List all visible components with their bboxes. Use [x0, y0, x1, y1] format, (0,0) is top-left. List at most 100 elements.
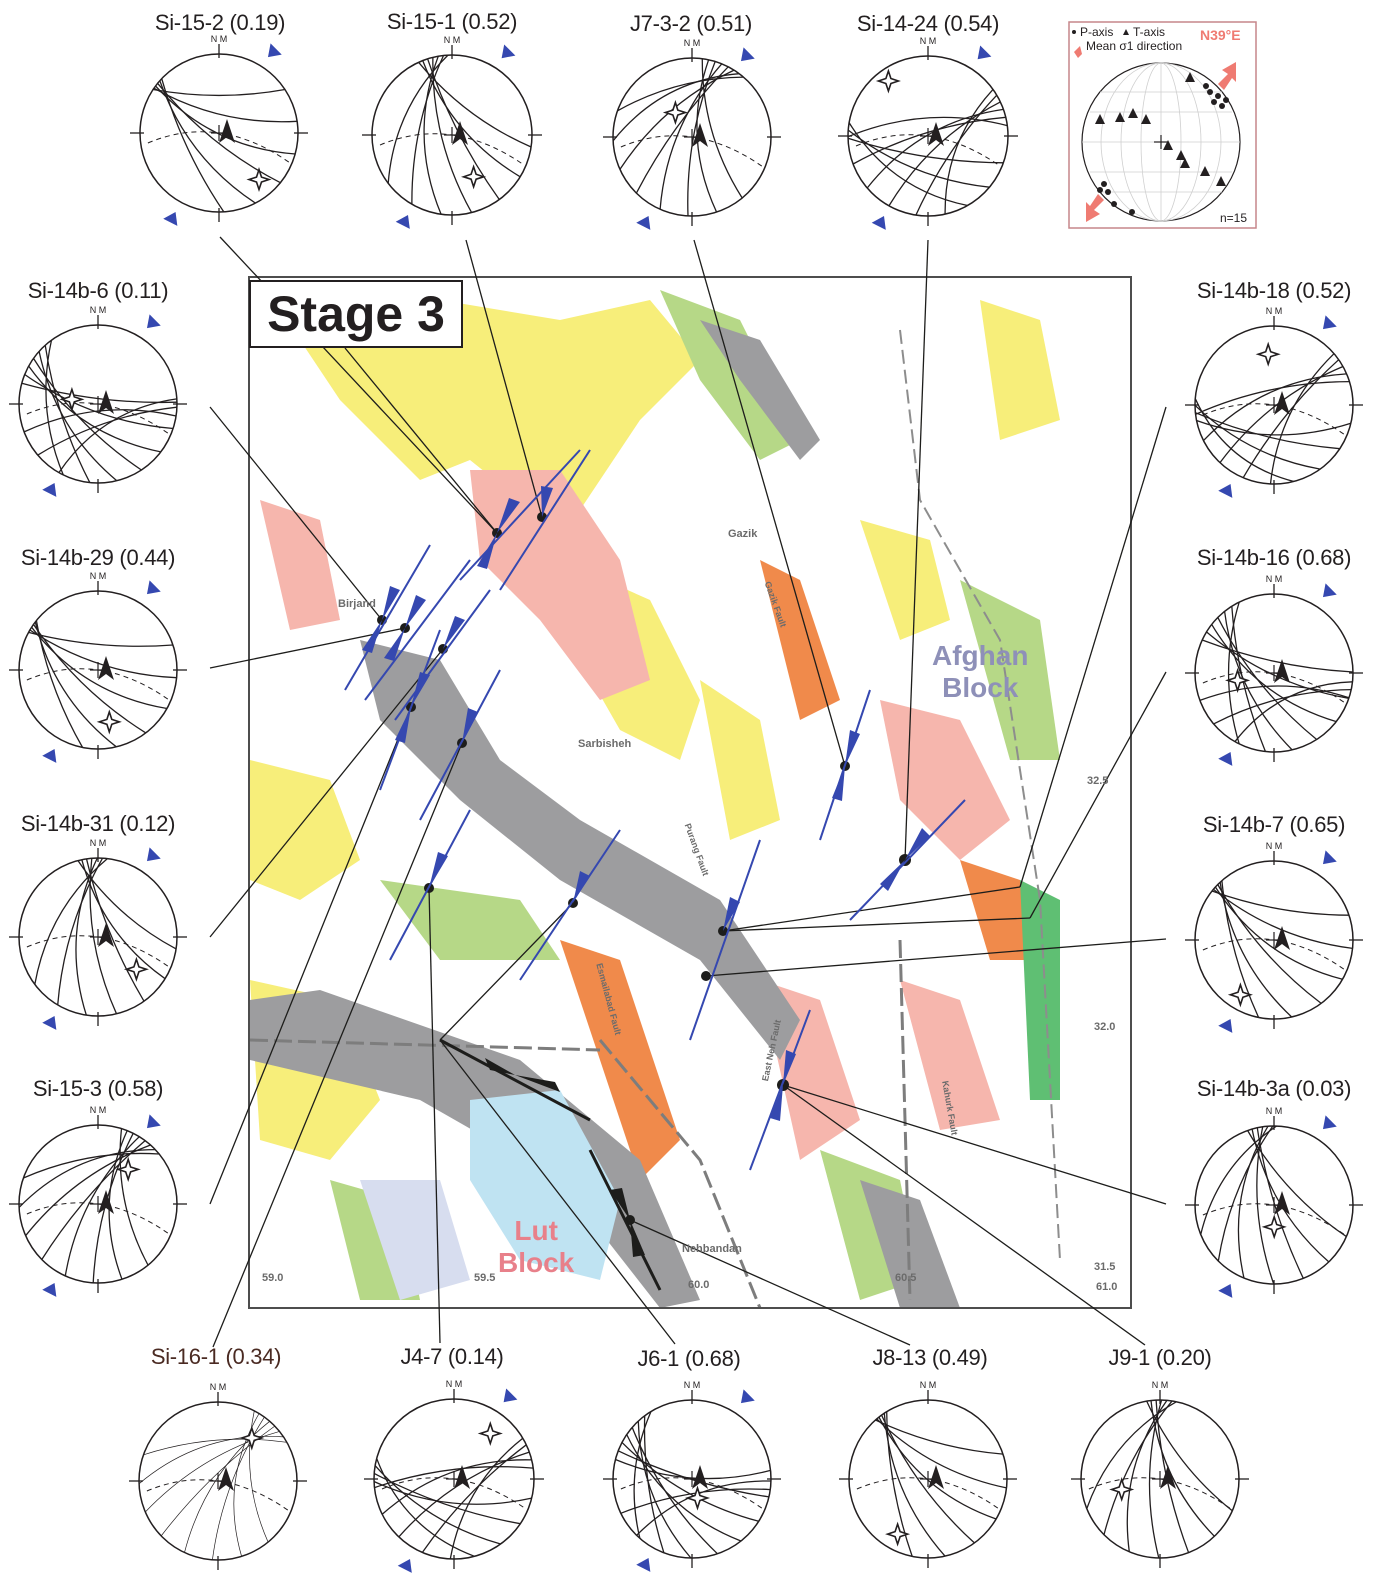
stage-title: Stage 3: [249, 280, 463, 348]
site-ratio: (0.54): [943, 11, 1000, 36]
legend-box: [1068, 21, 1257, 229]
lat-32-0: 32.0: [1094, 1021, 1116, 1033]
site-ratio: (0.49): [931, 1345, 988, 1370]
site-id: Si-14b-29: [20, 545, 114, 570]
svg-text:N M: N M: [1266, 841, 1283, 851]
svg-text:N M: N M: [210, 1382, 227, 1392]
stereonet: N M: [1185, 841, 1363, 1033]
site-label-si-14b-16: Si-14b-16 (0.68): [1197, 545, 1351, 571]
svg-text:N M: N M: [90, 1105, 107, 1115]
map-frame: [248, 276, 1132, 1309]
svg-text:N M: N M: [684, 1380, 701, 1390]
site-ratio: (0.52): [1295, 278, 1352, 303]
stereonet: N M: [1185, 1106, 1363, 1298]
stereonet: N M: [839, 1380, 1017, 1568]
site-id: Si-15-2: [154, 10, 224, 35]
site-id: Si-14-24: [856, 11, 938, 36]
site-label-si-14b-3a: Si-14b-3a (0.03): [1197, 1076, 1351, 1102]
site-label-j6-1: J6-1 (0.68): [637, 1346, 740, 1372]
site-ratio: (0.11): [114, 278, 169, 303]
site-label-j7-3-2: J7-3-2 (0.51): [630, 11, 752, 37]
site-ratio: (0.20): [1155, 1345, 1212, 1370]
site-id: J4-7: [400, 1344, 443, 1369]
site-id: Si-14b-31: [20, 811, 114, 836]
site-ratio: (0.19): [229, 10, 286, 35]
svg-text:N M: N M: [446, 1379, 463, 1389]
geologic-map: [249, 277, 1131, 1308]
svg-text:N M: N M: [90, 305, 107, 315]
lat-32-5: 32.5: [1087, 775, 1109, 787]
legend-mean-sigma1: Mean σ1 direction: [1086, 39, 1183, 53]
svg-text:N M: N M: [444, 35, 461, 45]
site-label-j4-7: J4-7 (0.14): [400, 1344, 503, 1370]
town-birjand: Birjand: [338, 598, 376, 610]
legend-count: n=15: [1220, 211, 1248, 225]
compression-arrows: [362, 486, 930, 1121]
svg-text:N M: N M: [1266, 574, 1283, 584]
site-id: Si-16-1: [150, 1344, 220, 1369]
site-ratio: (0.44): [119, 545, 176, 570]
stereonet: N M: [603, 38, 781, 230]
site-id: Si-14b-7: [1202, 812, 1284, 837]
town-sarbisheh: Sarbisheh: [578, 738, 632, 750]
lon-60-0: 60.0: [688, 1279, 710, 1291]
site-ratio: (0.14): [447, 1344, 504, 1369]
svg-text:N M: N M: [1152, 1380, 1169, 1390]
afghan-block-text: Afghan Block: [932, 640, 1029, 703]
stereonet: N M: [603, 1380, 781, 1572]
stereonet: N M: [9, 1105, 187, 1297]
stereonet: N M: [9, 838, 187, 1030]
stereonet: N M: [1185, 306, 1363, 498]
compression-directions: [344, 449, 966, 1171]
town-gazik: Gazik: [728, 528, 758, 540]
legend-p-axis: P-axis: [1080, 25, 1114, 39]
legend-t-axis: T-axis: [1133, 25, 1166, 39]
strike-slip-arrows: [439, 1038, 662, 1291]
site-ratio: (0.52): [461, 9, 518, 34]
site-ratio: (0.03): [1295, 1076, 1352, 1101]
site-id: Si-15-3: [32, 1076, 102, 1101]
lon-60-5: 60.5: [895, 1272, 917, 1284]
lut-block-label: Lut Block: [498, 1215, 574, 1279]
site-label-j8-13: J8-13 (0.49): [872, 1345, 987, 1371]
site-label-si-14b-7: Si-14b-7 (0.65): [1202, 812, 1346, 838]
site-id: J9-1: [1108, 1345, 1151, 1370]
stereonet: N M: [130, 34, 308, 226]
leader-lines: [209, 236, 1167, 1348]
site-ratio: (0.34): [225, 1344, 282, 1369]
svg-text:N M: N M: [90, 571, 107, 581]
town-nehbandan: Nehbandan: [682, 1243, 742, 1255]
lon-61-0: 61.0: [1096, 1281, 1118, 1293]
site-id: Si-15-1: [386, 9, 456, 34]
stereonet: N M: [1071, 1380, 1249, 1568]
stereonet: N M: [838, 36, 1018, 230]
svg-text:N M: N M: [920, 36, 937, 46]
svg-text:N M: N M: [211, 34, 228, 44]
site-label-si-15-2: Si-15-2 (0.19): [154, 10, 286, 36]
stereonet: N M: [129, 1382, 307, 1570]
svg-text:N M: N M: [1266, 306, 1283, 316]
svg-text:N M: N M: [684, 38, 701, 48]
site-id: J8-13: [872, 1345, 927, 1370]
lon-59-5: 59.5: [474, 1272, 496, 1284]
svg-text:N M: N M: [90, 838, 107, 848]
site-ratio: (0.51): [696, 11, 753, 36]
site-ratio: (0.65): [1289, 812, 1346, 837]
site-id: Si-14b-16: [1196, 545, 1290, 570]
site-label-si-14b-29: Si-14b-29 (0.44): [21, 545, 175, 571]
site-ratio: (0.58): [107, 1076, 164, 1101]
lat-31-5: 31.5: [1094, 1261, 1116, 1273]
stereonet: N M: [9, 305, 187, 497]
site-ratio: (0.68): [1295, 545, 1352, 570]
site-id: J7-3-2: [629, 11, 691, 36]
site-label-si-14-24: Si-14-24 (0.54): [856, 11, 1000, 37]
site-label-si-14b-18: Si-14b-18 (0.52): [1197, 278, 1351, 304]
site-label-si-14b-6: Si-14b-6 (0.11): [28, 278, 169, 304]
stereonet: N M: [362, 35, 542, 229]
site-id: J6-1: [637, 1346, 680, 1371]
site-id: Si-14b-6: [27, 278, 109, 303]
lon-59-0: 59.0: [262, 1272, 284, 1284]
site-label-j9-1: J9-1 (0.20): [1108, 1345, 1211, 1371]
lut-block-text: Lut Block: [498, 1215, 575, 1278]
site-ratio: (0.68): [684, 1346, 741, 1371]
